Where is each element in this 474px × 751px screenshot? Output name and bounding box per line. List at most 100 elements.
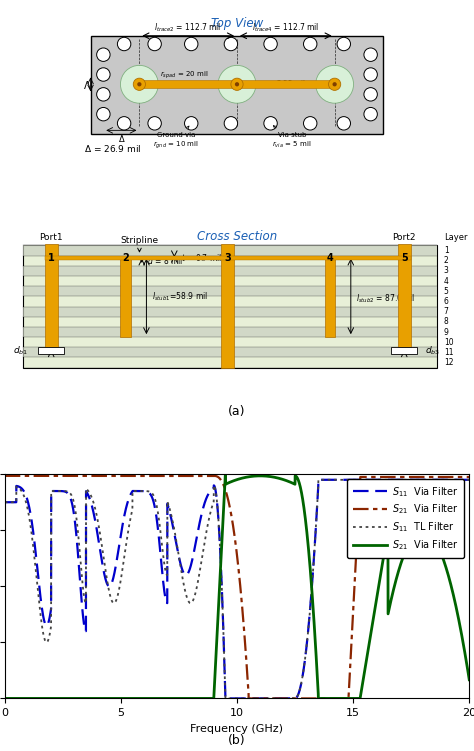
Text: 11: 11 (444, 348, 453, 357)
Text: 1: 1 (444, 246, 448, 255)
$S_{21}$  Via Filter (201, 472, 207, 481)
$S_{11}$  TL Filter (466, 475, 472, 484)
Bar (23, 266, 437, 276)
Bar (221, 244, 234, 368)
Circle shape (118, 116, 131, 130)
Text: $d$ = 8 mil: $d$ = 8 mil (147, 255, 184, 266)
Text: Port2: Port2 (392, 234, 416, 243)
Circle shape (303, 38, 317, 51)
Text: $r_{spad}$ = 20 mil: $r_{spad}$ = 20 mil (160, 70, 209, 81)
Circle shape (364, 88, 377, 101)
$S_{11}$  TL Filter (452, 475, 458, 484)
Legend: $S_{11}$  Via Filter, $S_{21}$  Via Filter, $S_{11}$  TL Filter, $S_{21}$  Via F: $S_{11}$ Via Filter, $S_{21}$ Via Filter… (347, 479, 465, 557)
Text: 5: 5 (444, 287, 448, 296)
$S_{21}$  Via Filter (2, 472, 8, 481)
Text: $l_{trace4}$ = 112.7 mil: $l_{trace4}$ = 112.7 mil (252, 22, 319, 35)
Text: 12: 12 (444, 358, 453, 367)
Circle shape (120, 65, 158, 103)
Text: $t$ = 0.7 mil: $t$ = 0.7 mil (181, 252, 222, 264)
Text: 2: 2 (122, 253, 129, 263)
$S_{21}$  Via Filter (452, 472, 458, 481)
Circle shape (97, 48, 110, 62)
Circle shape (137, 82, 142, 86)
Text: Top View: Top View (211, 17, 263, 29)
Bar (23, 246, 437, 255)
Text: 10: 10 (444, 338, 453, 347)
$S_{11}$  Via Filter (316, 475, 321, 484)
Text: (a): (a) (228, 405, 246, 418)
$S_{21}$  Via Filter (452, 598, 458, 607)
Bar (23, 327, 437, 337)
$S_{11}$  TL Filter (339, 475, 345, 484)
$S_{11}$  TL Filter (201, 544, 207, 553)
$S_{11}$  Via Filter (201, 502, 207, 511)
$S_{11}$  TL Filter (429, 475, 435, 484)
Text: 9: 9 (444, 327, 448, 336)
Text: $l_{trace2}$ = 112.7 mil: $l_{trace2}$ = 112.7 mil (155, 22, 222, 35)
Circle shape (133, 78, 146, 90)
$S_{21}$  Via Filter (429, 472, 435, 481)
$S_{11}$  TL Filter (223, 694, 228, 703)
$S_{11}$  Via Filter (339, 475, 345, 484)
$S_{11}$  Via Filter (466, 475, 472, 484)
Circle shape (184, 116, 198, 130)
Circle shape (264, 116, 277, 130)
Circle shape (303, 116, 317, 130)
Circle shape (148, 38, 161, 51)
Bar (91, 36, 383, 134)
Circle shape (316, 65, 354, 103)
Circle shape (97, 88, 110, 101)
X-axis label: Frequency (GHz): Frequency (GHz) (191, 724, 283, 734)
$S_{11}$  TL Filter (197, 566, 203, 575)
Circle shape (97, 68, 110, 81)
$S_{21}$  Via Filter (339, 694, 345, 703)
Text: 8: 8 (444, 318, 448, 327)
$S_{11}$  Via Filter (2, 498, 8, 507)
Bar (325, 255, 335, 337)
Text: 3: 3 (444, 267, 448, 276)
Circle shape (337, 116, 350, 130)
$S_{11}$  Via Filter (197, 517, 203, 526)
Text: $\Delta$: $\Delta$ (118, 134, 125, 144)
Bar (45, 244, 58, 347)
Bar (392, 347, 417, 354)
Bar (23, 286, 437, 297)
Line: $S_{11}$  TL Filter: $S_{11}$ TL Filter (5, 480, 469, 698)
Circle shape (332, 82, 337, 86)
Bar (23, 246, 437, 368)
$S_{11}$  TL Filter (223, 694, 228, 703)
$S_{21}$  Via Filter (197, 694, 203, 703)
Bar (398, 244, 411, 347)
Circle shape (231, 78, 243, 90)
Text: Ground via
$r_{gnd}$ = 10 mil: Ground via $r_{gnd}$ = 10 mil (153, 126, 199, 152)
Circle shape (148, 116, 161, 130)
Text: 6: 6 (444, 297, 448, 306)
Text: 4: 4 (327, 253, 333, 263)
Circle shape (235, 82, 239, 86)
Bar (45, 255, 411, 260)
Circle shape (224, 116, 237, 130)
Text: 4: 4 (444, 276, 448, 285)
Text: (b): (b) (228, 734, 246, 747)
$S_{21}$  Via Filter (223, 480, 228, 489)
Circle shape (364, 48, 377, 62)
$S_{21}$  Via Filter (339, 694, 345, 703)
Line: $S_{21}$  Via Filter: $S_{21}$ Via Filter (5, 475, 469, 698)
$S_{21}$  Via Filter (246, 694, 252, 703)
Text: Via stub
$r_{via}$ = 5 mil: Via stub $r_{via}$ = 5 mil (272, 125, 311, 150)
$S_{21}$  Via Filter (429, 532, 435, 541)
$S_{21}$  Via Filter (466, 472, 472, 481)
Text: Port1: Port1 (39, 234, 63, 243)
$S_{21}$  Via Filter (201, 694, 207, 703)
Text: $d_{b3}$: $d_{b3}$ (425, 345, 440, 357)
Text: Cross Section: Cross Section (197, 230, 277, 243)
Text: 1: 1 (48, 253, 55, 263)
Bar (23, 306, 437, 317)
Text: $\Lambda$: $\Lambda$ (82, 79, 91, 91)
Text: $d_{b1}$: $d_{b1}$ (13, 345, 28, 357)
Bar (38, 347, 64, 354)
$S_{21}$  Via Filter (197, 472, 203, 481)
Circle shape (118, 38, 131, 51)
Text: Stripline: Stripline (120, 236, 158, 252)
Circle shape (218, 65, 256, 103)
